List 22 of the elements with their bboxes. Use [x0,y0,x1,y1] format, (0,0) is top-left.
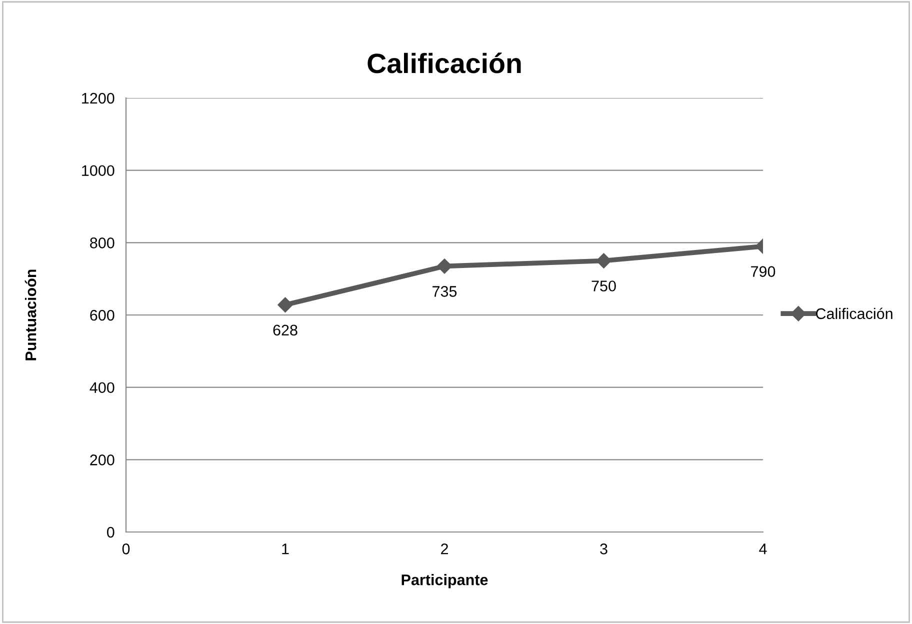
y-tick-label: 1200 [82,92,114,104]
y-tick-label: 0 [106,526,114,538]
x-tick-label: 3 [600,544,608,554]
y-tick-label: 600 [90,310,114,321]
data-label: 750 [592,280,616,292]
data-label: 735 [432,286,457,297]
chart-title: Calificación [368,52,521,74]
y-tick-label: 200 [90,454,114,466]
y-tick-label: 1000 [82,165,114,176]
x-axis-title: Participante [402,574,488,588]
data-label: 790 [751,266,776,277]
y-tick-label: 400 [90,382,114,394]
y-tick-label: 800 [90,238,114,248]
x-tick-label: 1 [282,544,289,554]
data-label: 628 [273,324,298,336]
point [278,297,293,312]
x-tick-label: 2 [441,544,448,554]
x-tick-label: 4 [759,544,767,554]
x-tick-label: 0 [122,544,130,554]
y-axis-title: Puntuacioón [24,270,36,360]
point [436,258,452,274]
legend-label: Calificación [816,308,892,320]
